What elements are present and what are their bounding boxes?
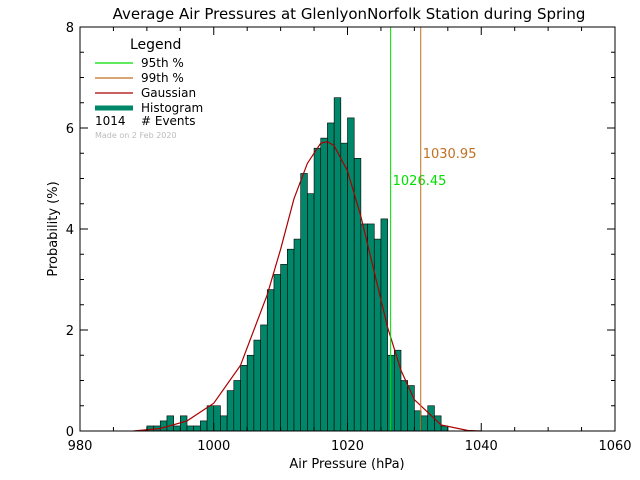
histogram-bar bbox=[193, 425, 201, 432]
histogram bbox=[146, 97, 449, 432]
x-axis-label: Air Pressure (hPa) bbox=[289, 457, 404, 472]
histogram-bar bbox=[394, 349, 402, 432]
histogram-bar bbox=[266, 289, 275, 432]
histogram-bar bbox=[253, 339, 261, 432]
x-tick-label: 1000 bbox=[197, 439, 230, 454]
histogram-bar bbox=[273, 274, 281, 432]
histogram-bar bbox=[246, 354, 255, 432]
histogram-bar bbox=[220, 415, 228, 432]
histogram-bar bbox=[367, 223, 375, 432]
legend-label: 99th % bbox=[141, 71, 184, 85]
legend-title: Legend bbox=[130, 37, 181, 53]
histogram-bar bbox=[233, 380, 241, 432]
axis-ticks: 980 1000 1020 1040 1060 0 2 4 6 8 bbox=[66, 21, 632, 454]
histogram-bar bbox=[280, 264, 288, 432]
gaussian-line bbox=[133, 140, 482, 432]
y-tick-label: 4 bbox=[66, 223, 74, 238]
x-tick-label: 1020 bbox=[331, 439, 364, 454]
histogram-bar bbox=[173, 425, 181, 432]
y-axis-label: Probability (%) bbox=[46, 181, 61, 276]
percentile-lines: 1026.45 1030.95 bbox=[390, 27, 477, 431]
histogram-bar bbox=[327, 122, 335, 432]
x-tick-label: 1040 bbox=[465, 439, 498, 454]
histogram-bar bbox=[307, 193, 315, 432]
histogram-bar bbox=[400, 380, 408, 432]
histogram-bar bbox=[287, 248, 295, 432]
legend-label: 95th % bbox=[141, 56, 184, 70]
histogram-bar bbox=[360, 223, 368, 432]
x-tick-label: 1060 bbox=[598, 439, 631, 454]
histogram-bar bbox=[320, 137, 328, 432]
x-tick-label: 980 bbox=[68, 439, 93, 454]
histogram-bar bbox=[300, 173, 308, 432]
histogram-bar bbox=[353, 158, 362, 432]
histogram-bar bbox=[159, 420, 168, 432]
histogram-bar bbox=[347, 117, 355, 432]
legend-label: Gaussian bbox=[141, 86, 196, 100]
y-tick-label: 6 bbox=[66, 122, 74, 137]
histogram-bar bbox=[313, 147, 322, 432]
made-on-note: Made on 2 Feb 2020 bbox=[95, 131, 177, 140]
histogram-bar bbox=[373, 238, 382, 432]
histogram-bar bbox=[240, 365, 248, 432]
histogram-bar bbox=[293, 238, 301, 432]
events-count: 1014 bbox=[95, 114, 126, 128]
chart-title: Average Air Pressures at GlenlyonNorfolk… bbox=[113, 5, 586, 23]
histogram-bar bbox=[414, 410, 422, 432]
legend-label: Histogram bbox=[141, 101, 203, 115]
histogram-bar bbox=[420, 415, 429, 432]
histogram-bar bbox=[260, 324, 268, 432]
events-label: # Events bbox=[141, 114, 196, 128]
histogram-bar bbox=[186, 425, 194, 432]
histogram-bar bbox=[206, 405, 215, 432]
gaussian-curve bbox=[133, 140, 482, 432]
histogram-bar bbox=[166, 415, 174, 432]
histogram-bar bbox=[340, 142, 348, 432]
histogram-bar bbox=[180, 415, 188, 432]
y-tick-label: 2 bbox=[66, 324, 74, 339]
percentile-label: 1030.95 bbox=[423, 147, 477, 162]
histogram-bar bbox=[213, 405, 221, 432]
percentile-label: 1026.45 bbox=[393, 174, 447, 189]
y-tick-label: 8 bbox=[66, 21, 74, 36]
histogram-bar bbox=[200, 420, 208, 432]
y-tick-label: 0 bbox=[66, 425, 74, 440]
histogram-bar bbox=[226, 390, 235, 432]
